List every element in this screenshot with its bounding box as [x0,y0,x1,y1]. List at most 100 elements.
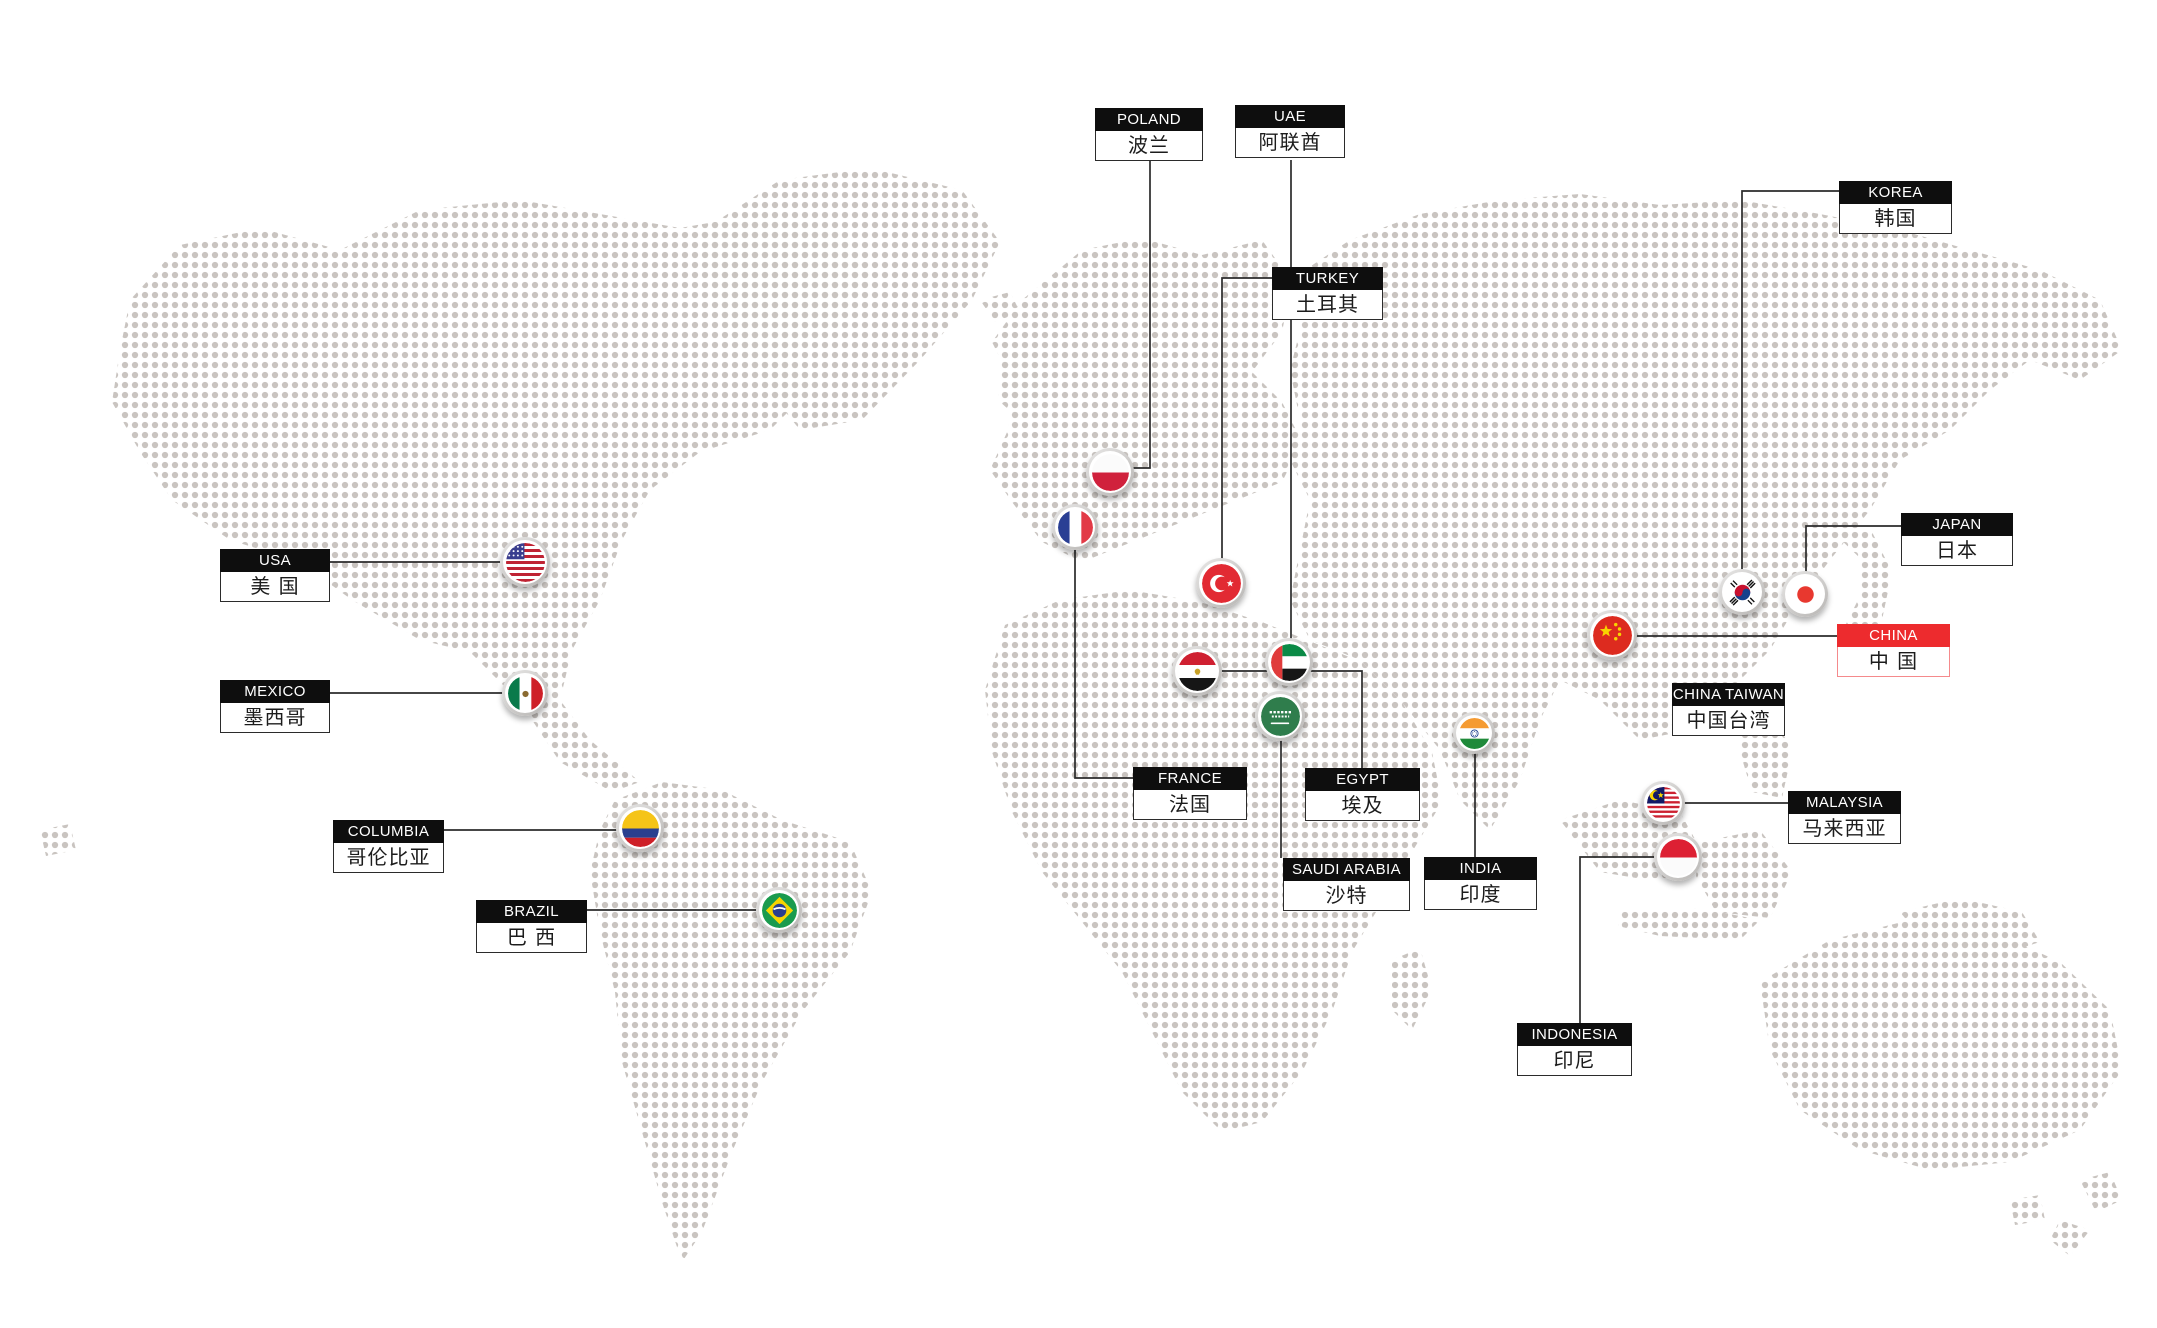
country-name-en: MEXICO [220,680,330,703]
country-name-en: SAUDI ARABIA [1283,858,1410,881]
country-name-en: BRAZIL [476,900,587,923]
country-label-france: FRANCE 法国 [1133,767,1247,820]
badge-ring [759,890,799,930]
country-name-zh: 哥伦比亚 [333,843,444,873]
country-name-zh: 沙特 [1283,881,1410,911]
country-name-zh: 中 国 [1837,647,1950,677]
badge-ring [1722,572,1762,612]
country-name-en: MALAYSIA [1788,791,1901,814]
badge-ring [1268,641,1310,683]
country-name-en: INDIA [1424,857,1537,880]
badge-ring [1199,561,1243,605]
uae-flag-icon [1270,643,1308,681]
country-label-india: INDIA 印度 [1424,857,1537,910]
country-name-zh: 中国台湾 [1672,706,1785,736]
brazil-flag-icon [761,892,797,928]
usa-flag-badge [500,537,550,587]
country-name-en: USA [220,549,330,572]
poland-flag-icon [1091,453,1129,491]
country-name-en: FRANCE [1133,767,1247,790]
country-name-zh: 日本 [1901,536,2013,566]
country-name-zh: 巴 西 [476,923,587,953]
country-name-zh: 印度 [1424,880,1537,910]
country-name-zh: 阿联酋 [1235,128,1345,158]
india-flag-icon [1458,717,1490,749]
turkey-flag-icon [1201,563,1241,603]
badge-ring [619,807,661,849]
mexico-flag-icon [507,675,543,711]
country-name-zh: 波兰 [1095,131,1203,161]
egypt-flag-icon [1177,651,1217,691]
country-name-zh: 韩国 [1839,204,1952,234]
france-flag-badge [1052,504,1098,550]
country-label-saudi_arabia: SAUDI ARABIA 沙特 [1283,858,1410,911]
indonesia-flag-badge [1654,833,1702,881]
china-flag-badge [1587,610,1637,660]
turkey-connector-line [1221,277,1272,583]
country-label-china: CHINA 中 国 [1837,624,1950,677]
country-name-en: UAE [1235,105,1345,128]
columbia-flag-icon [621,809,659,847]
country-name-zh: 土耳其 [1272,290,1383,320]
country-name-zh: 墨西哥 [220,703,330,733]
country-name-zh: 埃及 [1305,791,1420,821]
badge-ring [1657,836,1699,878]
india-flag-badge [1453,712,1495,754]
mexico-flag-badge [502,670,548,716]
turkey-flag-badge [1196,558,1246,608]
saudi_arabia-flag-icon [1260,696,1300,736]
country-label-egypt: EGYPT 埃及 [1305,768,1420,821]
country-label-brazil: BRAZIL 巴 西 [476,900,587,953]
badge-ring [503,540,547,584]
badge-ring [1644,784,1682,822]
country-name-en: INDONESIA [1517,1023,1632,1046]
egypt-connector-line [1197,670,1363,768]
country-name-en: POLAND [1095,108,1203,131]
uae-flag-badge [1265,638,1313,686]
malaysia-flag-icon [1646,786,1680,820]
france-flag-icon [1057,509,1093,545]
indonesia-connector-line [1579,856,1678,1023]
japan-flag-icon [1787,576,1823,612]
country-name-en: EGYPT [1305,768,1420,791]
country-name-zh: 印尼 [1517,1046,1632,1076]
country-name-en: CHINA [1837,624,1950,647]
poland-flag-badge [1086,448,1134,496]
saudi_arabia-flag-badge [1255,691,1305,741]
country-label-japan: JAPAN 日本 [1901,513,2013,566]
korea-flag-icon [1724,574,1760,610]
badge-ring [1590,613,1634,657]
malaysia-flag-badge [1641,781,1685,825]
china-flag-icon [1592,615,1632,655]
france-connector-line [1074,527,1133,779]
country-label-korea: KOREA 韩国 [1839,181,1952,234]
columbia-flag-badge [616,804,664,852]
country-label-poland: POLAND 波兰 [1095,108,1203,161]
badge-ring [1175,649,1219,693]
brazil-flag-badge [756,887,802,933]
indonesia-flag-icon [1659,838,1697,876]
country-name-en: COLUMBIA [333,820,444,843]
country-name-zh: 马来西亚 [1788,814,1901,844]
country-label-mexico: MEXICO 墨西哥 [220,680,330,733]
country-name-en: TURKEY [1272,267,1383,290]
usa-flag-icon [505,542,545,582]
badge-ring [1456,715,1492,751]
country-name-zh: 美 国 [220,572,330,602]
country-label-china_taiwan: CHINA TAIWAN 中国台湾 [1672,683,1785,736]
japan-flag-badge [1782,571,1828,617]
badge-ring [505,673,545,713]
badge-ring [1089,451,1131,493]
country-label-uae: UAE 阿联酋 [1235,105,1345,158]
poland-connector-line [1120,160,1151,469]
country-label-columbia: COLUMBIA 哥伦比亚 [333,820,444,873]
country-label-indonesia: INDONESIA 印尼 [1517,1023,1632,1076]
badge-ring [1258,694,1302,738]
korea-flag-badge [1719,569,1765,615]
country-name-en: KOREA [1839,181,1952,204]
badge-ring [1055,507,1095,547]
country-label-usa: USA 美 国 [220,549,330,602]
